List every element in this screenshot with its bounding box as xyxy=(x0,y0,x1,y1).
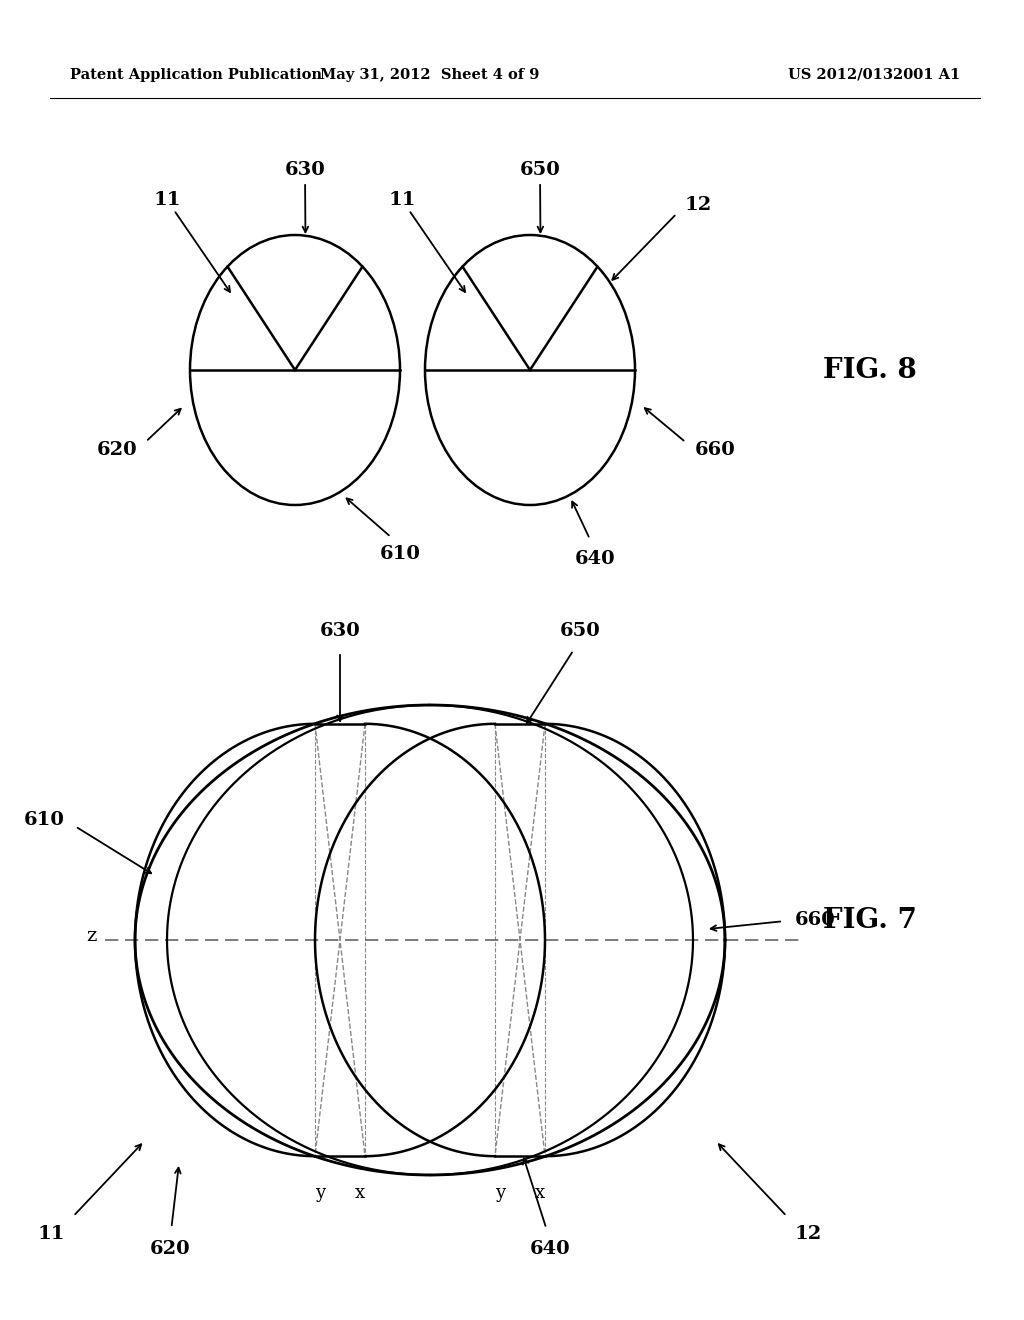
Text: 620: 620 xyxy=(96,441,137,459)
Text: May 31, 2012  Sheet 4 of 9: May 31, 2012 Sheet 4 of 9 xyxy=(321,69,540,82)
Text: 610: 610 xyxy=(380,545,421,564)
Text: 620: 620 xyxy=(150,1239,190,1258)
Text: 640: 640 xyxy=(529,1239,570,1258)
Text: FIG. 8: FIG. 8 xyxy=(823,356,916,384)
Text: 660: 660 xyxy=(795,911,836,929)
Text: x: x xyxy=(355,1184,366,1203)
Text: 11: 11 xyxy=(38,1225,65,1243)
Text: 11: 11 xyxy=(388,191,416,209)
Text: 650: 650 xyxy=(519,161,560,180)
Text: 12: 12 xyxy=(685,195,713,214)
Text: Patent Application Publication: Patent Application Publication xyxy=(70,69,322,82)
Text: US 2012/0132001 A1: US 2012/0132001 A1 xyxy=(787,69,961,82)
Text: 610: 610 xyxy=(25,810,65,829)
Text: 11: 11 xyxy=(154,191,181,209)
Text: z: z xyxy=(87,927,97,945)
Text: y: y xyxy=(315,1184,325,1203)
Text: x: x xyxy=(535,1184,545,1203)
Text: 640: 640 xyxy=(574,550,615,568)
Text: y: y xyxy=(495,1184,505,1203)
Text: 660: 660 xyxy=(695,441,736,459)
Text: 650: 650 xyxy=(560,622,600,640)
Text: FIG. 7: FIG. 7 xyxy=(823,907,916,933)
Text: 630: 630 xyxy=(319,622,360,640)
Text: 12: 12 xyxy=(795,1225,822,1243)
Text: 630: 630 xyxy=(285,161,326,180)
